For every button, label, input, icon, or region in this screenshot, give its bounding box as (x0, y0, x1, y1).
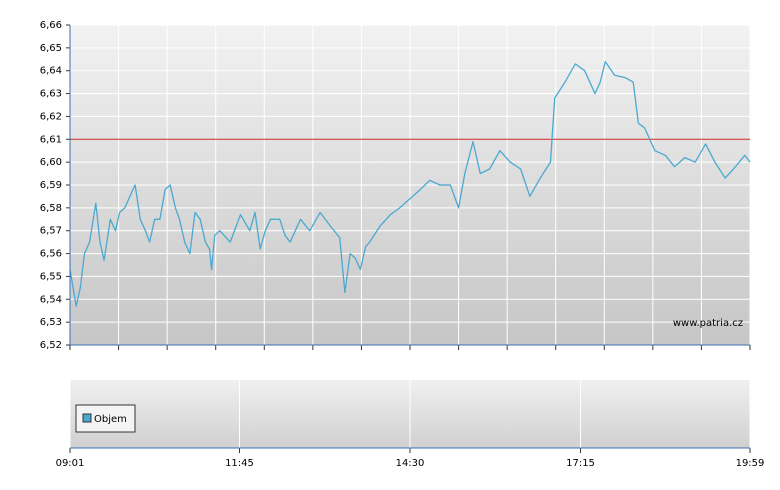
y-tick-label: 6,59 (40, 180, 62, 191)
legend-swatch (82, 413, 92, 423)
x-tick-label: 09:01 (56, 458, 85, 469)
y-tick-label: 6,53 (40, 317, 62, 328)
y-tick-label: 6,62 (40, 111, 62, 122)
y-tick-label: 6,61 (40, 134, 62, 145)
y-tick-label: 6,63 (40, 89, 62, 100)
x-tick-label: 19:59 (736, 458, 765, 469)
y-tick-label: 6,55 (40, 271, 62, 282)
y-tick-label: 6,52 (40, 340, 62, 351)
y-tick-label: 6,56 (40, 249, 62, 260)
y-tick-label: 6,58 (40, 203, 62, 214)
layer: 6,52 6,53 6,54 6,55 6,56 6,57 6,58 6,59 6,60 6,61… (40, 20, 765, 469)
price-line (69, 60, 751, 307)
x-tick-label: 11:45 (225, 458, 254, 469)
x-tick-label: 17:15 (566, 458, 595, 469)
y-tick-label: 6,60 (40, 157, 62, 168)
y-tick-label: 6,66 (40, 20, 62, 31)
y-tick-label: 6,54 (40, 294, 62, 305)
x-tick-label: 14:30 (396, 458, 425, 469)
legend-label: Objem (94, 414, 127, 425)
y-tick-label: 6,64 (40, 66, 62, 77)
y-tick-label: 6,57 (40, 226, 62, 237)
y-tick-label: 6,65 (40, 43, 62, 54)
watermark: www.patria.cz (673, 318, 743, 329)
